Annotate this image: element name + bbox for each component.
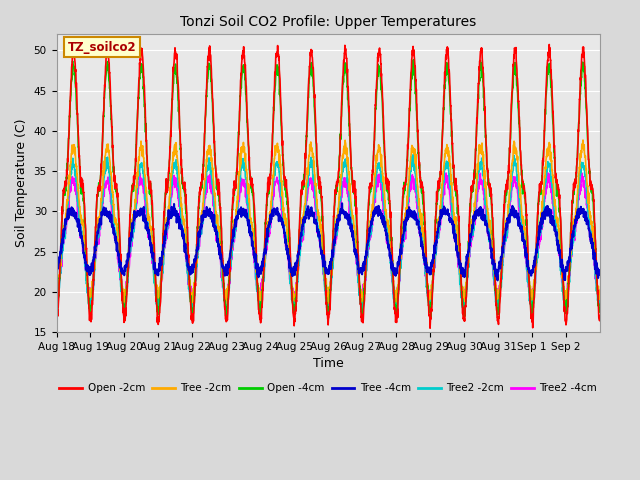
Legend: Open -2cm, Tree -2cm, Open -4cm, Tree -4cm, Tree2 -2cm, Tree2 -4cm: Open -2cm, Tree -2cm, Open -4cm, Tree -4… xyxy=(55,379,601,397)
Y-axis label: Soil Temperature (C): Soil Temperature (C) xyxy=(15,119,28,248)
Text: TZ_soilco2: TZ_soilco2 xyxy=(67,41,136,54)
X-axis label: Time: Time xyxy=(313,358,344,371)
Title: Tonzi Soil CO2 Profile: Upper Temperatures: Tonzi Soil CO2 Profile: Upper Temperatur… xyxy=(180,15,476,29)
